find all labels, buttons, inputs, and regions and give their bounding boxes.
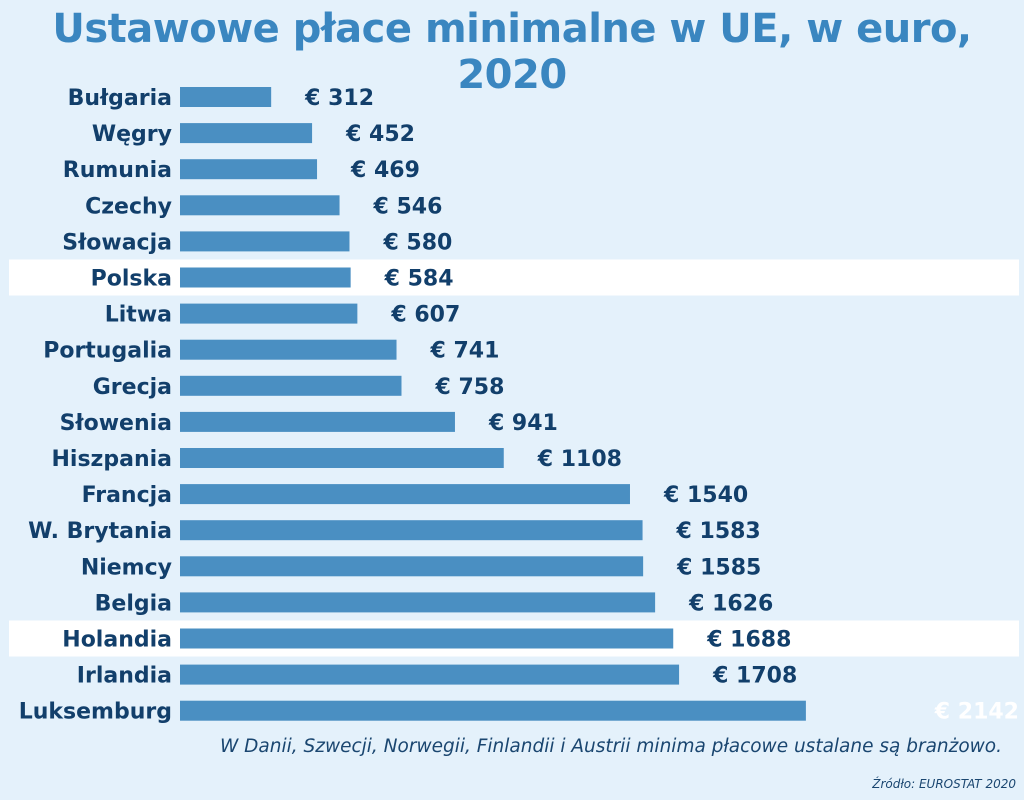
bar [180,700,806,721]
chart-title: Ustawowe płace minimalne w UE, w euro, 2… [52,6,972,98]
bar [180,267,351,288]
category-label: Hiszpania [52,447,173,472]
value-label: € 580 [382,230,452,255]
value-label: € 584 [384,267,454,292]
category-label: Grecja [93,375,172,400]
category-label: Irlandia [77,664,172,689]
bar [180,303,358,324]
value-label: € 1583 [676,519,761,544]
bar [180,628,674,649]
category-label: Litwa [105,303,172,328]
bar [180,484,630,505]
bar [180,592,656,613]
value-label: € 1688 [706,628,791,653]
value-label: € 312 [304,86,374,111]
bar [180,87,272,107]
value-label: € 941 [488,411,558,436]
category-label: Słowacja [62,230,172,255]
value-label: € 1708 [712,664,797,689]
value-label: € 546 [373,194,443,219]
bar [180,159,318,180]
category-label: Niemcy [81,555,172,580]
category-label: Bułgaria [68,86,172,111]
value-label: € 741 [430,339,500,364]
bar [180,123,313,144]
value-label: € 1626 [688,591,773,616]
bar [180,448,504,468]
value-label: € 1585 [676,555,761,580]
category-label: Francja [82,483,172,508]
bar [180,339,397,360]
row-highlight [9,259,1019,296]
bar [180,520,643,541]
category-label: Belgia [95,591,172,616]
source-note: Źródło: EUROSTAT 2020 [872,777,1016,791]
chart-footnote: W Danii, Szwecji, Norwegii, Finlandii i … [219,736,1002,757]
value-label: € 1540 [663,483,748,508]
value-label: € 469 [350,158,420,183]
value-label: € 2142 [934,700,1019,725]
bar [180,556,644,577]
value-label: € 607 [390,303,460,328]
category-label: Węgry [92,122,172,147]
bar [180,375,402,396]
category-label: Rumunia [63,158,172,183]
category-label: Polska [91,267,172,292]
value-label: € 758 [434,375,504,400]
category-label: W. Brytania [28,519,172,544]
category-label: Czechy [85,194,172,219]
bar [180,195,340,216]
category-label: Portugalia [43,339,172,364]
category-label: Holandia [62,628,172,653]
bar [180,231,350,252]
category-label: Luksemburg [19,700,172,725]
bar [180,411,455,432]
category-label: Słowenia [60,411,172,436]
value-label: € 1108 [537,447,622,472]
value-label: € 452 [345,122,415,147]
bar [180,664,680,685]
